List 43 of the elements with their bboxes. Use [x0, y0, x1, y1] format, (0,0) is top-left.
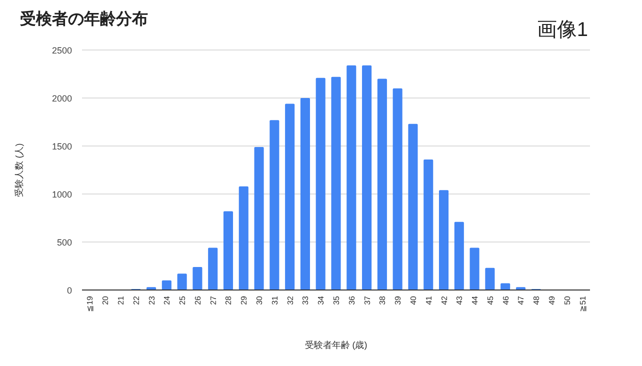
x-tick-label: 20	[101, 295, 110, 305]
text: 画像1	[536, 19, 588, 41]
x-tick-label: ≧51	[578, 295, 588, 312]
x-tick-label: 26	[193, 295, 202, 305]
x-tick-label: ≦19	[86, 295, 95, 312]
x-tick-label: 34	[316, 295, 326, 305]
x-tick-label: 25	[178, 295, 188, 305]
x-tick-label: 31	[270, 295, 280, 305]
x-tick-label: 47	[516, 295, 526, 305]
x-tick-label: 42	[440, 295, 449, 305]
x-tick-label: 22	[132, 295, 141, 305]
x-tick-label: 39	[394, 295, 403, 305]
x-tick-label: 37	[362, 295, 372, 305]
y-tick-label: 0	[66, 286, 72, 296]
x-tick-label: 35	[332, 295, 341, 305]
y-tick-label: 2500	[52, 46, 72, 56]
x-tick-label: 38	[378, 295, 388, 305]
x-tick-label: 28	[224, 295, 234, 305]
x-tick-label: 44	[470, 295, 480, 305]
y-tick-label: 1500	[52, 142, 72, 152]
x-tick-label: 41	[424, 295, 434, 305]
y-axis-title: 受験人数 (人)	[14, 143, 24, 197]
x-tick-label: 21	[116, 295, 126, 305]
x-tick-label: 30	[255, 295, 264, 305]
x-tick-label: 29	[240, 295, 249, 305]
x-tick-label: 48	[532, 295, 542, 305]
x-axis-title: 受験者年齢 (歳)	[304, 340, 368, 350]
x-tick-label: 27	[208, 295, 218, 305]
x-tick-label: 45	[486, 295, 495, 305]
chart-title: 受検者の年齢分布	[19, 10, 148, 28]
x-tick-label: 33	[301, 295, 310, 305]
x-tick-label: 40	[408, 295, 418, 305]
x-tick-label: 36	[347, 295, 356, 305]
y-tick-label: 2000	[52, 94, 72, 104]
x-tick-label: 49	[548, 295, 557, 305]
x-tick-label: 43	[455, 295, 464, 305]
x-tick-label: 32	[286, 295, 295, 305]
y-tick-label: 1000	[52, 190, 72, 200]
y-tick-label: 500	[56, 238, 72, 248]
x-tick-label: 24	[162, 295, 172, 305]
x-tick-label: 46	[501, 295, 510, 305]
x-tick-label: 50	[562, 295, 572, 305]
x-tick-label: 23	[147, 295, 156, 305]
